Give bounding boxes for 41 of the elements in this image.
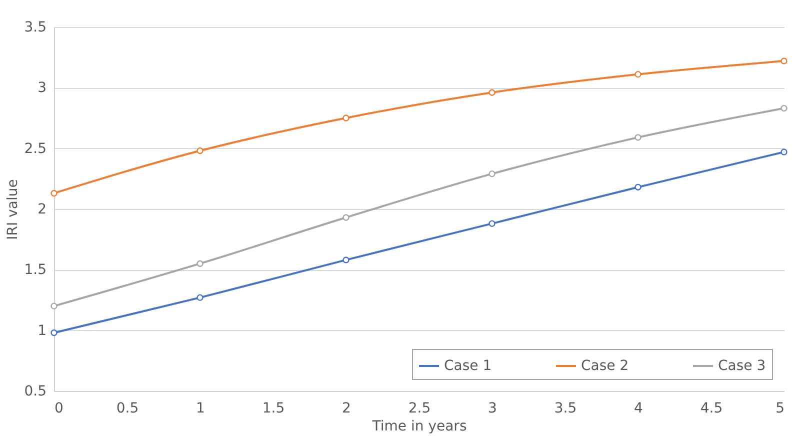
y-tick-label: 2.5 xyxy=(24,140,46,157)
x-tick-label: 2.5 xyxy=(408,400,431,416)
point xyxy=(196,260,204,267)
y-tick-label: 3.5 xyxy=(24,20,46,36)
point xyxy=(342,114,350,122)
point xyxy=(488,89,496,96)
point xyxy=(50,190,58,197)
point xyxy=(634,70,642,78)
x-tick-label: 1.5 xyxy=(262,400,285,416)
y-tick-label: 2 xyxy=(38,202,46,218)
point xyxy=(50,329,58,336)
point xyxy=(342,214,350,221)
y-axis-title: IRI value xyxy=(5,179,22,240)
point xyxy=(780,104,788,112)
x-tick-label: 0 xyxy=(54,400,64,416)
x-tick-label: 0.5 xyxy=(116,400,139,416)
point xyxy=(634,134,642,141)
x-tick-label: 4.5 xyxy=(700,400,723,416)
point xyxy=(196,294,204,301)
y-tick-label: 0.5 xyxy=(24,384,46,400)
x-tick-label: 4 xyxy=(634,400,644,416)
x-tick-label: 2 xyxy=(342,400,351,416)
x-tick-label: 5 xyxy=(776,400,784,416)
y-tick-label: 1 xyxy=(38,322,46,339)
legend-label: Case 2 xyxy=(581,358,629,374)
legend-label: Case 3 xyxy=(718,358,766,374)
y-tick-label: 3 xyxy=(38,80,46,96)
x-tick-label: 3.5 xyxy=(554,400,577,416)
point xyxy=(634,184,642,190)
point xyxy=(488,220,496,227)
y-tick-label: 1.5 xyxy=(24,262,46,278)
point xyxy=(780,58,788,64)
x-tick-label: 1 xyxy=(196,400,205,416)
x-axis-title: Time in years xyxy=(371,418,467,434)
point xyxy=(342,256,350,264)
legend-label: Case 1 xyxy=(444,358,492,374)
point xyxy=(50,302,58,310)
point xyxy=(780,148,788,156)
point xyxy=(196,147,204,154)
x-tick-label: 3 xyxy=(488,400,497,416)
point xyxy=(488,170,496,178)
